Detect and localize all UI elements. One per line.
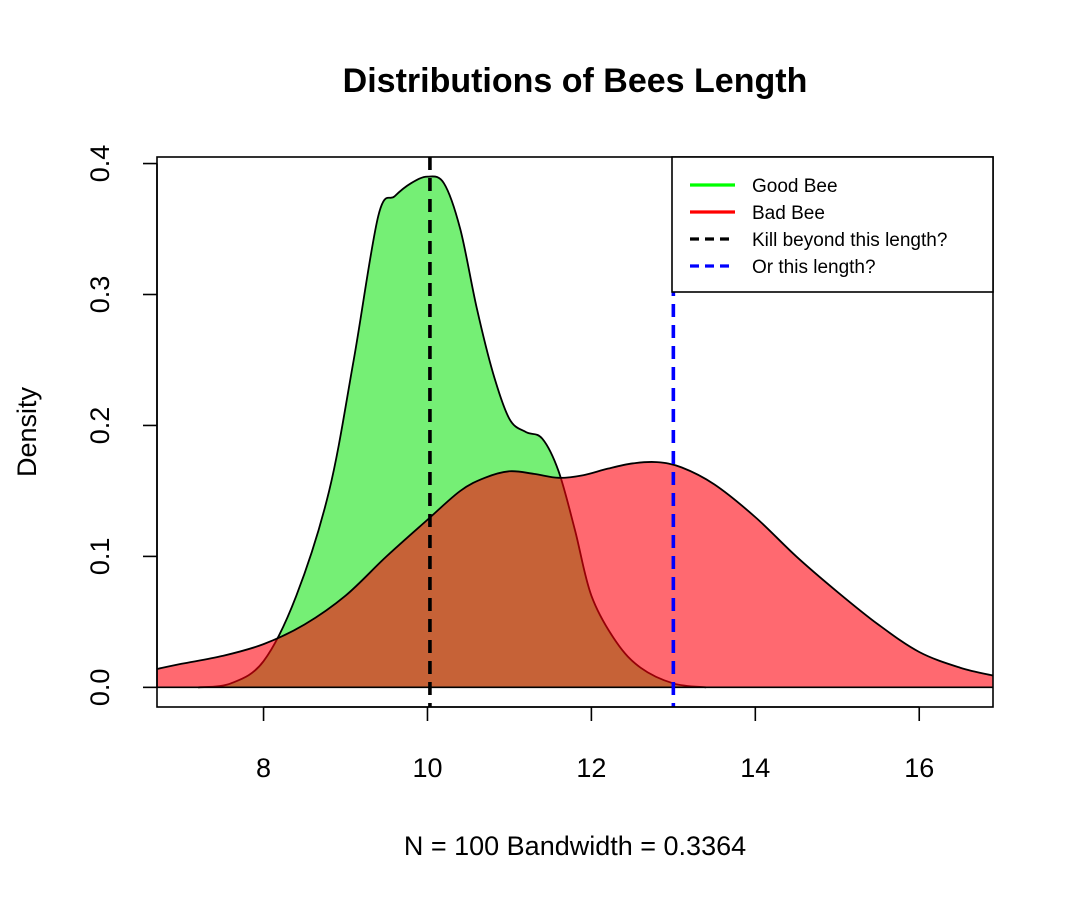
plot-area bbox=[157, 157, 993, 707]
legend: Good Bee Bad Bee Kill beyond this length? O… bbox=[671, 156, 994, 293]
y-tick-label: 0.3 bbox=[85, 276, 115, 314]
legend-entry-label: Or this length? bbox=[752, 257, 876, 278]
y-axis-label: Density bbox=[12, 386, 42, 477]
chart-title: Distributions of Bees Length bbox=[343, 62, 808, 100]
legend-entry-label: Bad Bee bbox=[752, 203, 825, 224]
y-tick-label: 0.1 bbox=[85, 538, 115, 576]
x-axis-label: N = 100 Bandwidth = 0.3364 bbox=[404, 831, 746, 861]
y-tick-label: 0.4 bbox=[85, 145, 115, 183]
axes: 8 10 12 14 16 0.0 0.1 0.2 0.3 0.4 bbox=[85, 145, 934, 783]
legend-box bbox=[671, 156, 994, 293]
density-line-bad-bee bbox=[157, 460, 993, 677]
x-tick-label: 12 bbox=[576, 753, 606, 783]
x-tick-label: 14 bbox=[740, 753, 770, 783]
x-tick-label: 10 bbox=[412, 753, 442, 783]
plot-content bbox=[157, 157, 993, 707]
y-tick-label: 0.0 bbox=[85, 669, 115, 707]
y-tick-label: 0.2 bbox=[85, 407, 115, 445]
x-tick-label: 8 bbox=[256, 753, 271, 783]
legend-entry-label: Kill beyond this length? bbox=[752, 230, 947, 251]
density-area-bad-bee bbox=[157, 461, 993, 688]
legend-entry-label: Good Bee bbox=[752, 176, 838, 197]
x-tick-label: 16 bbox=[904, 753, 934, 783]
